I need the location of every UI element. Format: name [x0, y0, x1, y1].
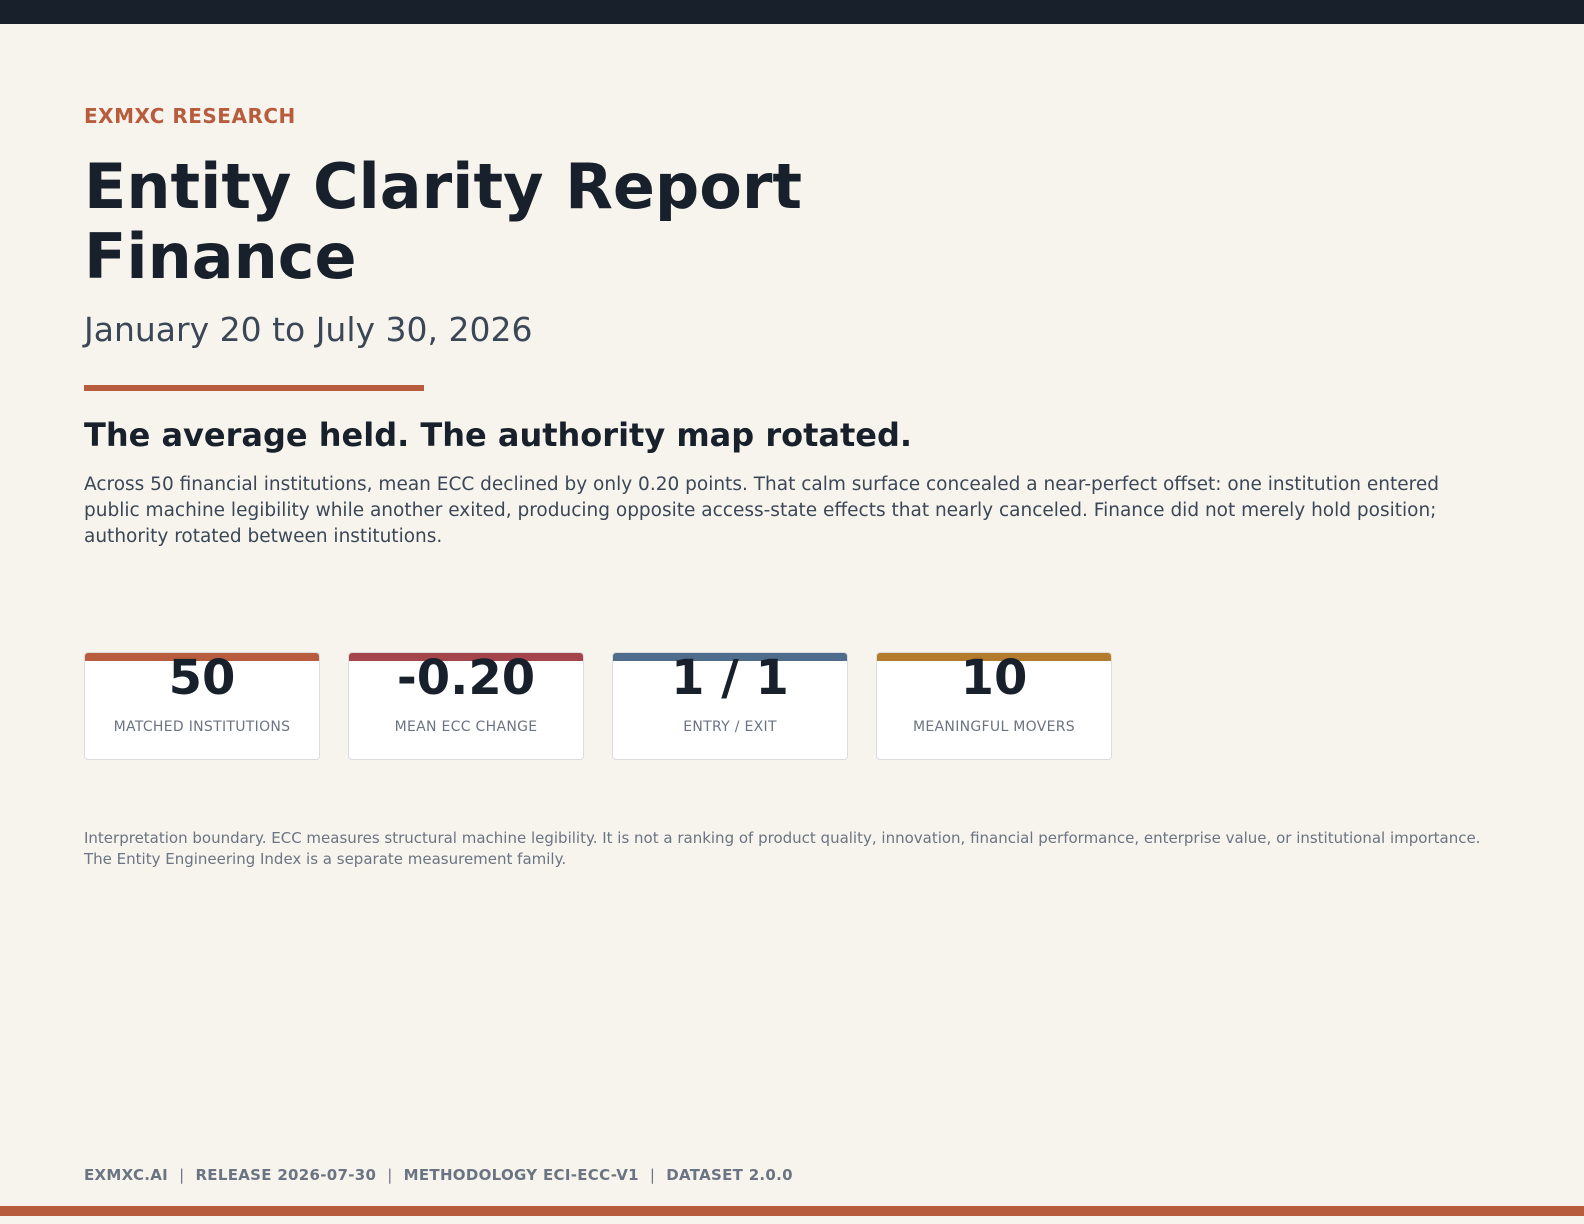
kpi-accent-bar	[877, 653, 1111, 661]
report-title: Entity Clarity Report Finance	[84, 152, 1084, 292]
date-range: January 20 to July 30, 2026	[84, 310, 533, 349]
title-divider	[84, 385, 424, 391]
footer-separator: |	[649, 1166, 656, 1184]
kpi-row: 50 MATCHED INSTITUTIONS -0.20 MEAN ECC C…	[84, 652, 1112, 760]
kpi-card-mean-ecc-change: -0.20 MEAN ECC CHANGE	[348, 652, 584, 760]
report-title-line-1: Entity Clarity Report	[84, 150, 803, 223]
summary-paragraph: Across 50 financial institutions, mean E…	[84, 474, 1439, 547]
footer-dataset: DATASET 2.0.0	[666, 1166, 793, 1184]
kpi-value: 1 / 1	[671, 652, 789, 706]
kpi-label: MEAN ECC CHANGE	[394, 719, 538, 735]
kpi-card-entry-exit: 1 / 1 ENTRY / EXIT	[612, 652, 848, 760]
kpi-label: ENTRY / EXIT	[683, 719, 777, 735]
kpi-accent-bar	[349, 653, 583, 661]
kpi-accent-bar	[613, 653, 847, 661]
interpretation-boundary-note: Interpretation boundary. ECC measures st…	[84, 829, 1481, 868]
report-title-line-2: Finance	[84, 220, 357, 293]
footer-release: RELEASE 2026-07-30	[195, 1166, 377, 1184]
kpi-value: 50	[168, 652, 236, 706]
bottom-accent-bar	[0, 1206, 1584, 1216]
kpi-label: MATCHED INSTITUTIONS	[113, 719, 291, 735]
footer-separator: |	[387, 1166, 393, 1184]
kpi-accent-bar	[85, 653, 319, 661]
footer-methodology: METHODOLOGY ECI-ECC-V1	[403, 1166, 639, 1184]
publisher-eyebrow: EXMXC RESEARCH	[84, 104, 296, 128]
footer-meta: EXMXC.AI | RELEASE 2026-07-30 | METHODOLOGY …	[84, 1166, 793, 1184]
footer-separator: |	[179, 1166, 185, 1184]
footer-site: EXMXC.AI	[84, 1166, 169, 1184]
kpi-value: 10	[960, 652, 1028, 706]
kpi-card-matched-institutions: 50 MATCHED INSTITUTIONS	[84, 652, 320, 760]
kpi-label: MEANINGFUL MOVERS	[913, 719, 1075, 735]
top-bar	[0, 0, 1584, 24]
kpi-value: -0.20	[396, 652, 536, 706]
headline: The average held. The authority map rota…	[84, 416, 913, 454]
kpi-card-meaningful-movers: 10 MEANINGFUL MOVERS	[876, 652, 1112, 760]
